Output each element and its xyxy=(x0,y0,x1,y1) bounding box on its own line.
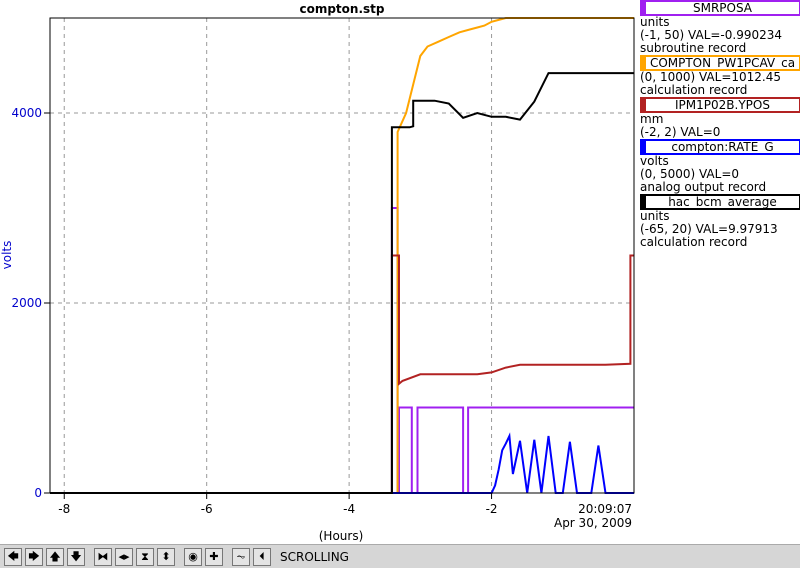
y-tick-label: 2000 xyxy=(11,296,42,310)
zoom-plus-button[interactable]: ✚ xyxy=(205,547,223,566)
x-tick-label: -2 xyxy=(486,502,498,516)
y-axis-label: volts xyxy=(0,241,14,270)
date-label: Apr 30, 2009 xyxy=(554,516,632,530)
x-tick-label: -6 xyxy=(201,502,213,516)
y-tick-label: 4000 xyxy=(11,106,42,120)
series-line-ipm1p02b-ypos xyxy=(50,254,634,494)
legend-entry-compton-rate-g[interactable]: compton:RATE_G xyxy=(640,139,800,155)
pan-right-button[interactable]: 🡆 xyxy=(25,547,43,566)
pan-up-button[interactable]: 🡅 xyxy=(46,547,64,566)
x-tick-label: -8 xyxy=(58,502,70,516)
target-icon: ◉ xyxy=(188,550,198,563)
grid xyxy=(50,18,634,493)
ticks-layer: -8 -6 -4 -2 0 2000 4000 xyxy=(11,106,497,516)
legend: SMRPOSA units (-1, 50) VAL=-0.990234 subrou… xyxy=(636,0,800,249)
legend-detail: mm xyxy=(640,112,664,126)
arrow-up-icon: 🡅 xyxy=(49,550,61,563)
legend-detail: subroutine record xyxy=(640,41,747,55)
arrow-right-icon: 🡆 xyxy=(28,550,40,563)
legend-entry-hac-bcm-average[interactable]: hac_bcm_average xyxy=(640,194,800,210)
scroll-back-button[interactable]: ⏴ xyxy=(253,547,271,566)
chart-title: compton.stp xyxy=(299,2,384,16)
legend-detail: (-2, 2) VAL=0 xyxy=(640,125,721,139)
x-tick-label: -4 xyxy=(343,502,355,516)
timestamp: 20:09:07 xyxy=(578,502,632,516)
scroll-mode-button[interactable]: ⏦ xyxy=(232,547,250,566)
legend-detail: (0, 1000) VAL=1012.45 xyxy=(640,70,781,84)
legend-detail: units xyxy=(640,15,670,29)
zoom-in-x-icon: ⧓ xyxy=(97,550,109,563)
series-layer xyxy=(50,17,634,494)
scroll-mode-icon: ⏦ xyxy=(236,550,246,563)
arrow-down-icon: 🡇 xyxy=(70,550,82,563)
series-line-compton-rate-g xyxy=(50,432,634,494)
plus-icon: ✚ xyxy=(209,550,219,563)
legend-entry-compton-pw1pcav-ca[interactable]: COMPTON_PW1PCAV_ca xyxy=(640,55,800,71)
legend-detail: (-1, 50) VAL=-0.990234 xyxy=(640,28,783,42)
zoom-in-y-button[interactable]: ⧗ xyxy=(136,547,154,566)
y-tick-label: 0 xyxy=(34,486,42,500)
legend-detail: calculation record xyxy=(640,235,748,249)
legend-detail: volts xyxy=(640,154,669,168)
chart: -8 -6 -4 -2 0 2000 4000 compton.stp volts (Hou… xyxy=(0,2,635,543)
legend-detail: (-65, 20) VAL=9.97913 xyxy=(640,222,778,236)
zoom-out-y-icon: ⬍ xyxy=(161,550,171,563)
legend-detail: analog output record xyxy=(640,180,767,194)
legend-detail: calculation record xyxy=(640,83,748,97)
legend-entry-smrposa[interactable]: SMRPOSA xyxy=(640,0,800,16)
series-line-compton-pw1pcav-ca xyxy=(50,17,634,494)
pan-left-button[interactable]: 🡄 xyxy=(4,547,22,566)
legend-detail: (0, 5000) VAL=0 xyxy=(640,167,740,181)
auto-scale-button[interactable]: ◉ xyxy=(184,547,202,566)
pan-down-button[interactable]: 🡇 xyxy=(67,547,85,566)
scroll-status: SCROLLING xyxy=(280,549,349,564)
legend-detail: units xyxy=(640,209,670,223)
x-axis-label: (Hours) xyxy=(319,529,364,543)
zoom-in-x-button[interactable]: ⧓ xyxy=(94,547,112,566)
toolbar: 🡄 🡆 🡅 🡇 ⧓ ◂▸ ⧗ ⬍ ◉ ✚ ⏦ ⏴ SCROLLING xyxy=(0,544,800,568)
arrow-left-icon: 🡄 xyxy=(7,550,19,563)
zoom-out-x-button[interactable]: ◂▸ xyxy=(115,547,133,566)
legend-entry-ipm1p02b-ypos[interactable]: IPM1P02B.YPOS xyxy=(640,97,800,113)
zoom-out-x-icon: ◂▸ xyxy=(118,550,130,563)
plot-frame xyxy=(49,17,635,494)
scroll-back-icon: ⏴ xyxy=(259,550,265,563)
zoom-in-y-icon: ⧗ xyxy=(141,550,149,563)
zoom-out-y-button[interactable]: ⬍ xyxy=(157,547,175,566)
series-line-hac-bcm-average xyxy=(50,72,634,494)
